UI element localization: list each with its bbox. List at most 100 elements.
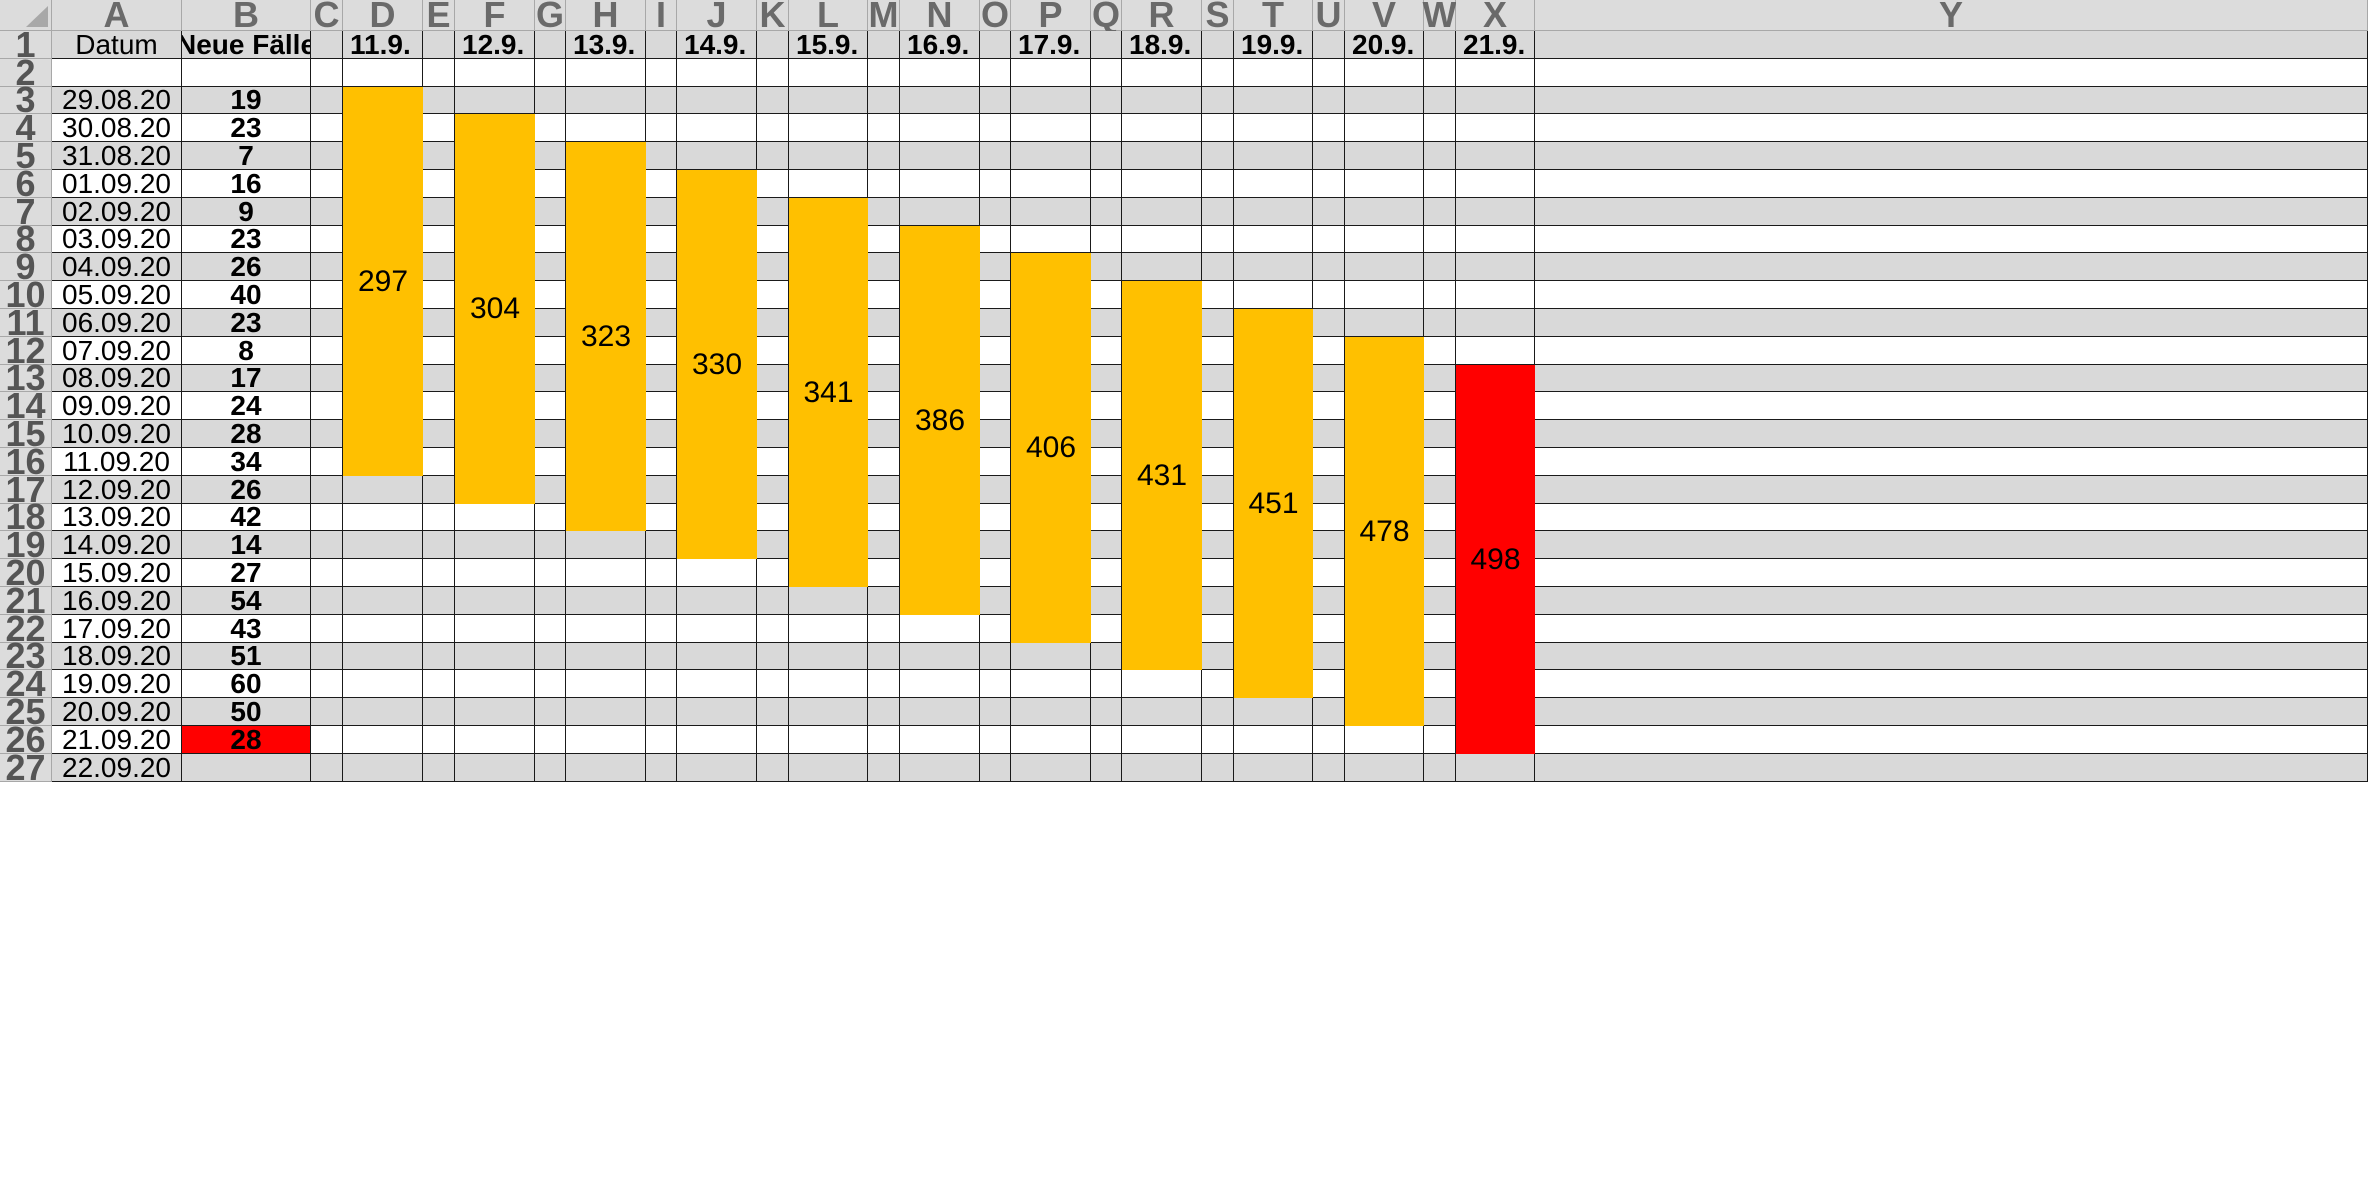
cell-g17[interactable] xyxy=(535,476,566,504)
cell-s8[interactable] xyxy=(1202,226,1234,253)
cell-p26[interactable] xyxy=(1011,726,1091,754)
row-header-17[interactable]: 17 xyxy=(0,469,52,510)
cases-cell[interactable]: 7 xyxy=(182,142,311,170)
cell-f3[interactable] xyxy=(455,87,535,114)
cell-y10[interactable] xyxy=(1535,281,2368,309)
cell-e11[interactable] xyxy=(423,309,455,337)
cell-s7[interactable] xyxy=(1202,198,1234,226)
cell-s6[interactable] xyxy=(1202,170,1234,198)
cell-q27[interactable] xyxy=(1091,754,1122,782)
cell-o14[interactable] xyxy=(980,392,1011,420)
cell-y14[interactable] xyxy=(1535,392,2368,420)
cell-d26[interactable] xyxy=(343,726,423,754)
row-header-24[interactable]: 24 xyxy=(0,663,52,704)
cell-w1[interactable] xyxy=(1424,31,1456,59)
date-cell[interactable]: 05.09.20 xyxy=(52,281,182,309)
row-header-13[interactable]: 13 xyxy=(0,357,52,398)
cell-m22[interactable] xyxy=(868,615,900,643)
cell-k5[interactable] xyxy=(757,142,789,170)
cell-k24[interactable] xyxy=(757,670,789,698)
cell-u13[interactable] xyxy=(1313,365,1345,392)
cell-j2[interactable] xyxy=(677,59,757,87)
cell-y19[interactable] xyxy=(1535,531,2368,559)
header-date-l[interactable]: 15.9. xyxy=(789,31,868,59)
cell-o15[interactable] xyxy=(980,420,1011,448)
column-header-x[interactable]: X xyxy=(1456,0,1535,35)
sum-block-v[interactable]: 478 xyxy=(1345,337,1424,726)
cell-d27[interactable] xyxy=(343,754,423,782)
cell-i15[interactable] xyxy=(646,420,677,448)
cell-q22[interactable] xyxy=(1091,615,1122,643)
cell-k18[interactable] xyxy=(757,504,789,531)
cell-t27[interactable] xyxy=(1234,754,1313,782)
cell-k23[interactable] xyxy=(757,643,789,670)
cell-v6[interactable] xyxy=(1345,170,1424,198)
cell-t7[interactable] xyxy=(1234,198,1313,226)
cell-s22[interactable] xyxy=(1202,615,1234,643)
cell-u6[interactable] xyxy=(1313,170,1345,198)
cell-m7[interactable] xyxy=(868,198,900,226)
cell-f27[interactable] xyxy=(455,754,535,782)
date-cell[interactable]: 18.09.20 xyxy=(52,643,182,670)
cell-y11[interactable] xyxy=(1535,309,2368,337)
cell-w11[interactable] xyxy=(1424,309,1456,337)
header-date-f[interactable]: 12.9. xyxy=(455,31,535,59)
cell-v4[interactable] xyxy=(1345,114,1424,142)
row-header-1[interactable]: 1 xyxy=(0,24,52,65)
cell-d17[interactable] xyxy=(343,476,423,504)
cases-cell[interactable]: 19 xyxy=(182,87,311,114)
cases-cell[interactable]: 23 xyxy=(182,309,311,337)
row-header-16[interactable]: 16 xyxy=(0,441,52,482)
cell-p7[interactable] xyxy=(1011,198,1091,226)
cell-k17[interactable] xyxy=(757,476,789,504)
cell-q18[interactable] xyxy=(1091,504,1122,531)
cell-y9[interactable] xyxy=(1535,253,2368,281)
cell-e9[interactable] xyxy=(423,253,455,281)
cell-i19[interactable] xyxy=(646,531,677,559)
cell-o7[interactable] xyxy=(980,198,1011,226)
cell-s24[interactable] xyxy=(1202,670,1234,698)
date-cell[interactable]: 29.08.20 xyxy=(52,87,182,114)
cell-r5[interactable] xyxy=(1122,142,1202,170)
cell-y26[interactable] xyxy=(1535,726,2368,754)
cell-u15[interactable] xyxy=(1313,420,1345,448)
cell-i1[interactable] xyxy=(646,31,677,59)
row-header-19[interactable]: 19 xyxy=(0,524,52,565)
cell-p8[interactable] xyxy=(1011,226,1091,253)
cell-q15[interactable] xyxy=(1091,420,1122,448)
cell-y5[interactable] xyxy=(1535,142,2368,170)
cell-c3[interactable] xyxy=(311,87,343,114)
cell-k3[interactable] xyxy=(757,87,789,114)
date-cell[interactable]: 13.09.20 xyxy=(52,504,182,531)
cell-q12[interactable] xyxy=(1091,337,1122,365)
cell-n4[interactable] xyxy=(900,114,980,142)
cell-s14[interactable] xyxy=(1202,392,1234,420)
cell-g12[interactable] xyxy=(535,337,566,365)
cell-o20[interactable] xyxy=(980,559,1011,587)
cell-g4[interactable] xyxy=(535,114,566,142)
cell-o19[interactable] xyxy=(980,531,1011,559)
cell-w22[interactable] xyxy=(1424,615,1456,643)
cell-w25[interactable] xyxy=(1424,698,1456,726)
cell-l26[interactable] xyxy=(789,726,868,754)
cell-c15[interactable] xyxy=(311,420,343,448)
cell-c8[interactable] xyxy=(311,226,343,253)
cell-u12[interactable] xyxy=(1313,337,1345,365)
cell-o21[interactable] xyxy=(980,587,1011,615)
cell-q13[interactable] xyxy=(1091,365,1122,392)
cell-o18[interactable] xyxy=(980,504,1011,531)
cell-q19[interactable] xyxy=(1091,531,1122,559)
cell-n6[interactable] xyxy=(900,170,980,198)
column-header-h[interactable]: H xyxy=(566,0,646,35)
cell-q26[interactable] xyxy=(1091,726,1122,754)
cell-r6[interactable] xyxy=(1122,170,1202,198)
header-date-n[interactable]: 16.9. xyxy=(900,31,980,59)
cell-s13[interactable] xyxy=(1202,365,1234,392)
cell-f20[interactable] xyxy=(455,559,535,587)
cell-d2[interactable] xyxy=(343,59,423,87)
cell-u18[interactable] xyxy=(1313,504,1345,531)
sum-block-l[interactable]: 341 xyxy=(789,198,868,587)
cell-v26[interactable] xyxy=(1345,726,1424,754)
cell-g18[interactable] xyxy=(535,504,566,531)
cell-l24[interactable] xyxy=(789,670,868,698)
